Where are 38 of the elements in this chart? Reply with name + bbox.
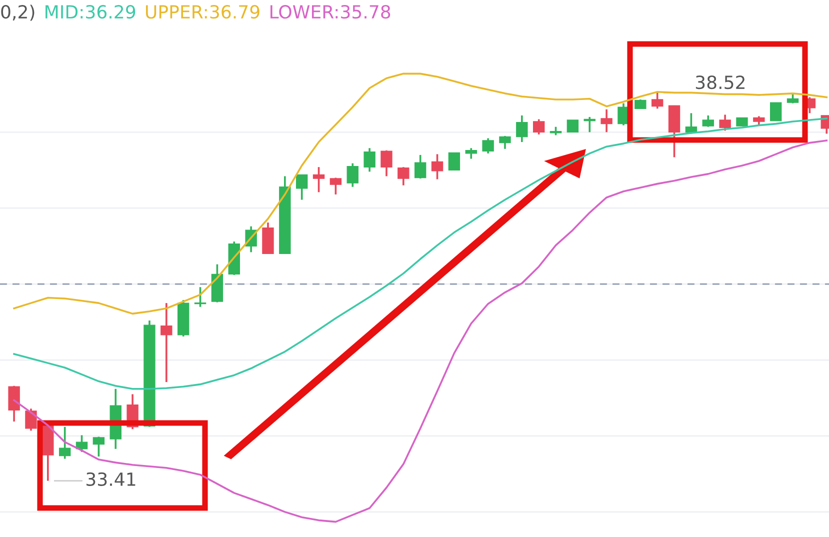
candlestick — [92, 436, 105, 458]
candlestick — [380, 149, 392, 178]
candlestick — [566, 120, 579, 133]
candlestick — [600, 108, 612, 134]
candlestick — [346, 162, 358, 188]
candlestick — [702, 114, 714, 128]
annotation: 38.52 — [696, 76, 744, 90]
candlestick — [58, 426, 71, 460]
candlestick — [160, 302, 172, 383]
candlestick — [8, 384, 20, 422]
candlestick — [584, 116, 596, 134]
candlestick — [634, 98, 646, 110]
text: UPPER:36.79 — [146, 5, 260, 19]
text: LOWER:35.78 — [270, 5, 390, 19]
candlestick — [448, 152, 460, 170]
candlestick — [465, 147, 477, 160]
candlestick — [532, 118, 545, 136]
candlestick — [312, 166, 325, 194]
candlestick — [753, 115, 765, 126]
candlestick — [786, 93, 799, 104]
candlestick — [330, 176, 342, 196]
candlestick — [651, 92, 664, 110]
candlestick — [516, 114, 528, 143]
candlestick — [414, 154, 426, 180]
chart-title: 0,2) — [1, 4, 34, 21]
candlestick — [499, 135, 511, 150]
candlestick — [770, 102, 782, 122]
candlestick — [719, 114, 731, 132]
annotation: 33.41 — [86, 472, 136, 486]
text: MID:36.29 — [46, 5, 136, 19]
candlestick — [364, 147, 376, 173]
candlestick — [296, 174, 308, 201]
candlestick — [398, 166, 410, 186]
candlestick — [25, 408, 37, 432]
candlestick — [431, 153, 444, 180]
candlestick — [482, 137, 494, 154]
candlestick — [194, 286, 206, 308]
candlestick — [76, 434, 88, 453]
